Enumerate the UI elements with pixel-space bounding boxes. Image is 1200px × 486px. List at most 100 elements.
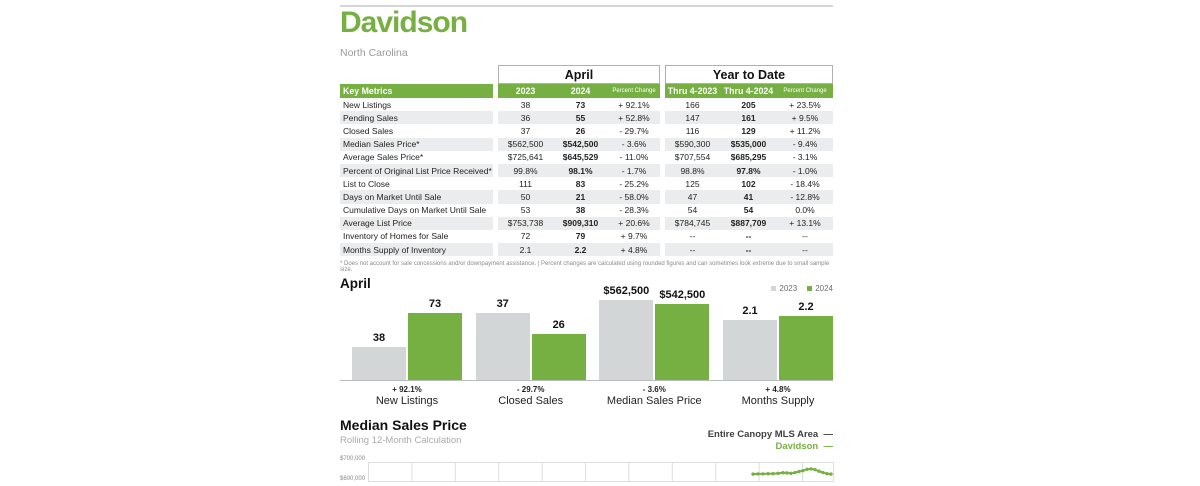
ytd-pct-change: + 9.5% (777, 111, 833, 125)
metric-label: Median Sales Price* (340, 137, 493, 151)
column-separator (493, 84, 498, 98)
metric-label: Average Sales Price* (343, 152, 424, 163)
davidson-series-point (825, 472, 829, 476)
metric-label: Days on Market Until Sale (340, 190, 493, 204)
april-2023-value: $753,738 (498, 216, 553, 230)
davidson-series-point (821, 470, 825, 475)
ytd-2023-value: 54 (687, 205, 698, 216)
april-pct-change: + 52.8% (608, 111, 660, 125)
column-separator (493, 177, 498, 191)
ytd-2024-value: 205 (741, 99, 756, 110)
ytd-2023-value: 147 (665, 111, 720, 125)
ytd-pct-change: 0.0% (795, 205, 815, 216)
ytd-pct-change: - 1.0% (777, 163, 833, 178)
table-row: New Listings 38 73 + 92.1% 166 205 + 23.5% (340, 98, 833, 112)
bar-2024 (655, 304, 710, 380)
col-header-2023: 2023 (498, 84, 553, 98)
table-row: Cumulative Days on Market Until Sale 53 38… (340, 203, 833, 217)
davidson-series-point (785, 471, 789, 475)
column-separator (493, 98, 498, 112)
median-price-line-chart: Median Sales Price Rolling 12-Month Calc… (340, 416, 834, 486)
bar-group-months-supply: 2.1 2.2 (723, 276, 833, 380)
april-2024-value: 38 (575, 205, 586, 216)
bar-chart-legend: 2023 2024 (771, 284, 833, 293)
ytd-pct-change: - 18.4% (790, 178, 820, 189)
legend-item-2023: 2023 (771, 284, 797, 293)
y-axis-tick-700k: $700,000 (340, 456, 366, 462)
bar-value-label: 73 (428, 298, 442, 310)
april-pct-change: - 3.6% (608, 137, 660, 151)
metric-label: Closed Sales (343, 125, 394, 136)
davidson-series-point (761, 472, 765, 476)
bar-2024 (779, 316, 833, 380)
legend-label-canopy-mls: Entire Canopy MLS Area (707, 429, 819, 440)
ytd-pct-change: + 13.1% (777, 216, 833, 230)
bar-value-label: $562,500 (603, 285, 650, 297)
ytd-2024-value: 102 (741, 178, 756, 189)
top-divider (340, 5, 833, 7)
line-chart-title: Median Sales Price (340, 417, 467, 433)
col-header-pct-change-ytd: Percent Change (777, 84, 833, 98)
legend-swatch-2024 (807, 286, 813, 291)
ytd-2023-value: 116 (685, 125, 700, 136)
bar-group-closed-sales: 37 26 (475, 276, 586, 380)
bar-value-label: $542,500 (659, 289, 706, 301)
column-separator (493, 111, 498, 125)
col-header-2024: 2024 (553, 84, 608, 98)
table-row: Average List Price $753,738 $909,310 + 20.6… (340, 216, 833, 230)
column-separator (493, 243, 498, 257)
ytd-2024-value: 54 (743, 205, 754, 216)
table-row: List to Close 111 83 - 25.2% 125 102 - 18.4% (340, 177, 833, 191)
ytd-2023-value: -- (665, 243, 720, 257)
table-row: Days on Market Until Sale 50 21- 58.0% 47 41… (340, 190, 833, 204)
table-column-header-row: Key Metrics 2023 2024 Percent Change Thr… (340, 84, 833, 98)
april-2024-value: 2.2 (553, 243, 608, 257)
april-2024-value: 83 (575, 178, 586, 189)
table-row: Median Sales Price* $562,500 $542,500- 3.6… (340, 137, 833, 151)
column-separator (660, 177, 665, 191)
april-2024-value: 26 (575, 125, 586, 136)
ytd-2023-value: $707,554 (674, 152, 711, 163)
bar-chart-title: April (340, 276, 371, 291)
davidson-series-point (781, 471, 785, 475)
column-separator (493, 163, 498, 178)
davidson-series-point (813, 467, 817, 472)
ytd-pct-change: + 23.5% (789, 99, 821, 110)
legend-swatch-2023 (771, 286, 777, 291)
column-separator (660, 84, 665, 98)
legend-label-davidson: Davidson (775, 441, 819, 452)
group-category-label: New Listings (375, 395, 439, 407)
bar-value-label: 26 (552, 319, 565, 331)
column-separator (493, 190, 498, 204)
column-separator (660, 229, 665, 244)
april-2023-value: $562,500 (498, 137, 553, 151)
bar-2023 (723, 320, 777, 380)
bar-value-label: 2.1 (742, 305, 758, 317)
ytd-2024-value: 129 (741, 125, 756, 136)
davidson-series-point (809, 467, 813, 471)
davidson-series-point (793, 470, 797, 475)
column-separator (660, 203, 665, 217)
bar-2023 (352, 347, 406, 380)
metric-label: Pending Sales (340, 111, 493, 125)
ytd-2023-value: 166 (685, 99, 700, 110)
metric-label: Months Supply of Inventory (340, 243, 493, 257)
group-category-label: Closed Sales (498, 395, 564, 407)
davidson-series-point (771, 472, 775, 476)
april-2024-value: 55 (553, 111, 608, 125)
april-pct-change: + 20.6% (608, 216, 660, 230)
column-separator (493, 137, 498, 151)
ytd-2023-value: 98.8% (665, 163, 720, 178)
table-row: Closed Sales 37 26 - 29.7% 116 129 + 11.2% (340, 124, 833, 138)
page-title: Davidson (340, 6, 468, 39)
legend-label-2024: 2024 (815, 284, 833, 293)
ytd-pct-change: - 3.1% (792, 152, 818, 163)
line-chart-plot-area (368, 462, 834, 482)
col-header-pct-change-april: Percent Change (608, 84, 660, 98)
legend-item-2024: 2024 (807, 284, 833, 293)
april-2023-value: 2.1 (498, 243, 553, 257)
ytd-2024-value: $887,709 (720, 216, 777, 230)
davidson-series-point (766, 472, 770, 476)
april-2023-value: 99.8% (498, 163, 553, 178)
ytd-2024-value: 97.8% (720, 163, 777, 178)
